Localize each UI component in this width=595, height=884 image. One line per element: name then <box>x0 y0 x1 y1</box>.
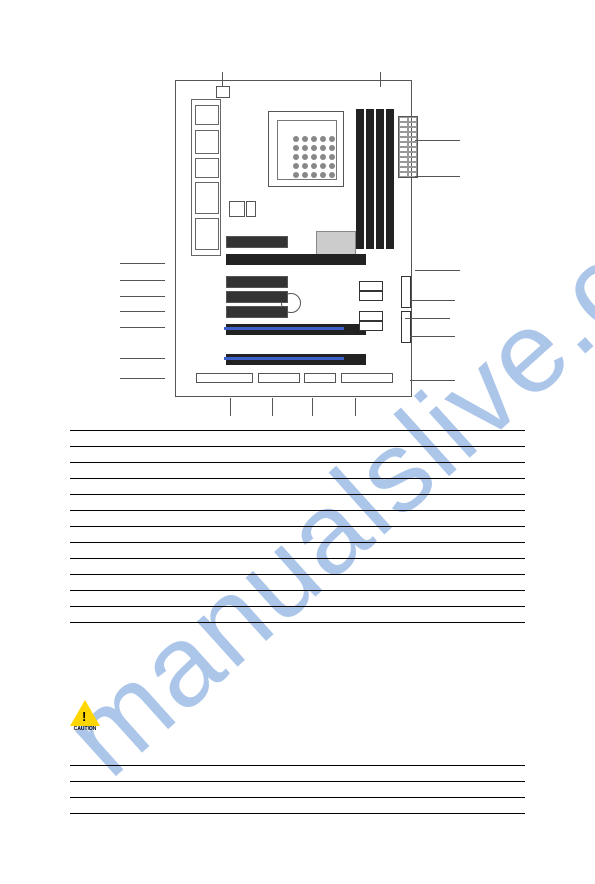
ram-slot <box>376 109 384 249</box>
callout-line <box>355 398 356 416</box>
rule-line <box>70 797 525 813</box>
component-table <box>70 430 525 623</box>
io-block <box>195 105 219 125</box>
callout-line <box>405 318 450 319</box>
exclamation-icon: ! <box>82 709 86 724</box>
ram-slot <box>356 109 364 249</box>
motherboard-diagram <box>160 80 420 400</box>
table-row <box>70 606 525 622</box>
table-row <box>70 590 525 606</box>
ram-slot <box>386 109 394 249</box>
audio-header <box>304 373 336 383</box>
pcie-x16-slot <box>226 254 366 265</box>
callout-line <box>415 270 460 271</box>
callout-line <box>415 140 460 141</box>
slot-accent <box>224 357 344 360</box>
callout-line <box>120 263 165 264</box>
io-panel <box>191 99 221 256</box>
caution-label: CAUTION <box>70 726 100 732</box>
pcie-x1-slot <box>226 276 288 288</box>
pcie-x1-slot <box>226 306 288 318</box>
table-row <box>70 478 525 494</box>
table-row <box>70 446 525 462</box>
caution-icon: ! CAUTION <box>70 700 100 734</box>
callout-line <box>120 358 165 359</box>
eps-power <box>246 201 256 217</box>
callout-line <box>120 327 165 328</box>
slot-accent <box>224 327 344 330</box>
table-row <box>70 430 525 446</box>
callout-line <box>120 280 165 281</box>
table-row <box>70 510 525 526</box>
sata-port <box>401 276 411 308</box>
table-row <box>70 462 525 478</box>
board-outline <box>175 80 412 397</box>
callout-line <box>272 398 273 416</box>
eps-power <box>229 201 245 217</box>
table-row <box>70 494 525 510</box>
rule-line <box>70 781 525 797</box>
notes-section <box>70 765 525 814</box>
cpu-inner <box>277 120 337 180</box>
usb-header <box>258 373 300 383</box>
table-row <box>70 574 525 590</box>
sata-port <box>359 311 383 321</box>
cpu-pin-grid <box>293 136 337 180</box>
table-row <box>70 526 525 542</box>
io-block <box>195 158 219 178</box>
pcie-x1-slot <box>226 236 288 248</box>
io-block <box>195 182 219 214</box>
callout-line <box>415 176 460 177</box>
front-panel-header <box>196 373 253 383</box>
io-block <box>195 218 219 250</box>
callout-line <box>222 72 223 87</box>
table-row <box>70 542 525 558</box>
callout-line <box>410 380 455 381</box>
callout-line <box>312 398 313 416</box>
sata-port <box>401 311 411 343</box>
rule-line <box>70 813 525 814</box>
rule-line <box>70 765 525 781</box>
callout-line <box>410 336 455 337</box>
callout-line <box>120 296 165 297</box>
callout-line <box>380 72 381 87</box>
atx-power-connector <box>398 116 418 178</box>
callout-line <box>120 378 165 379</box>
io-block <box>195 130 219 154</box>
fan-header <box>216 86 230 98</box>
table-row <box>70 622 525 623</box>
callout-line <box>230 398 231 416</box>
cpu-socket <box>268 111 344 187</box>
pcie-x1-slot <box>226 291 288 303</box>
front-panel-header <box>341 373 393 383</box>
table-row <box>70 558 525 574</box>
sata-port <box>359 291 383 301</box>
sata-port <box>359 321 383 331</box>
callout-line <box>120 311 165 312</box>
callout-line <box>410 300 455 301</box>
sata-port <box>359 281 383 291</box>
ram-slot <box>366 109 374 249</box>
